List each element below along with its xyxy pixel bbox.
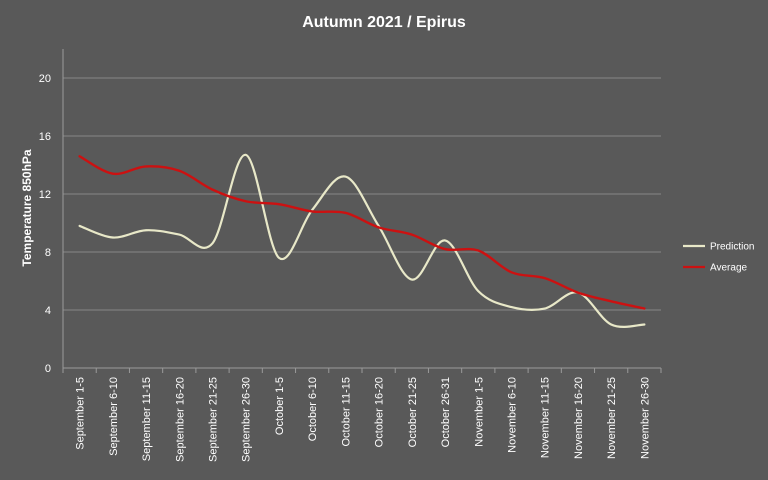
- legend: Prediction Average: [683, 242, 754, 274]
- x-tick-label: November 26-30: [639, 377, 651, 459]
- y-tick-label: 8: [45, 247, 51, 259]
- series-line-average: [78, 155, 646, 310]
- axes: [62, 49, 662, 373]
- x-tick-label: September 1-5: [75, 377, 87, 450]
- y-tick-label: 12: [39, 189, 51, 201]
- x-tick-label: October 6-10: [307, 377, 319, 441]
- x-tick-label: November 6-10: [507, 377, 519, 453]
- x-tick-labels: September 1-5 September 6-10 September 11-…: [75, 377, 652, 462]
- x-tick-label: September 16-20: [174, 377, 186, 462]
- y-axis-label: Temperature 850hPa: [20, 149, 34, 266]
- x-tick-label: September 26-30: [241, 377, 253, 462]
- y-tick-label: 0: [45, 363, 51, 375]
- x-tick-label: October 16-20: [374, 377, 386, 447]
- x-tick-label: October 26-31: [440, 377, 452, 447]
- x-tick-label: October 1-5: [274, 377, 286, 435]
- x-tick-label: September 11-15: [141, 377, 153, 461]
- x-tick-label: October 11-15: [340, 377, 352, 447]
- legend-label-prediction: Prediction: [710, 242, 754, 253]
- y-tick-label: 20: [39, 73, 51, 85]
- x-tick-label: November 11-15: [540, 377, 552, 458]
- x-tick-label: November 1-5: [473, 377, 485, 447]
- x-tick-label: September 21-25: [208, 377, 220, 462]
- legend-label-average: Average: [710, 263, 748, 274]
- y-tick-labels: 0 4 8 12 16 20: [39, 73, 51, 375]
- series-lines: [78, 153, 646, 328]
- y-tick-label: 4: [45, 305, 51, 317]
- x-tick-label: November 16-20: [573, 377, 585, 459]
- x-tick-label: October 21-25: [407, 377, 419, 447]
- chart-title: Autumn 2021 / Epirus: [302, 14, 466, 31]
- series-line-prediction: [78, 153, 646, 328]
- y-tick-label: 16: [39, 131, 51, 143]
- x-tick-label: November 21-25: [606, 377, 618, 459]
- x-tick-label: September 6-10: [108, 377, 120, 456]
